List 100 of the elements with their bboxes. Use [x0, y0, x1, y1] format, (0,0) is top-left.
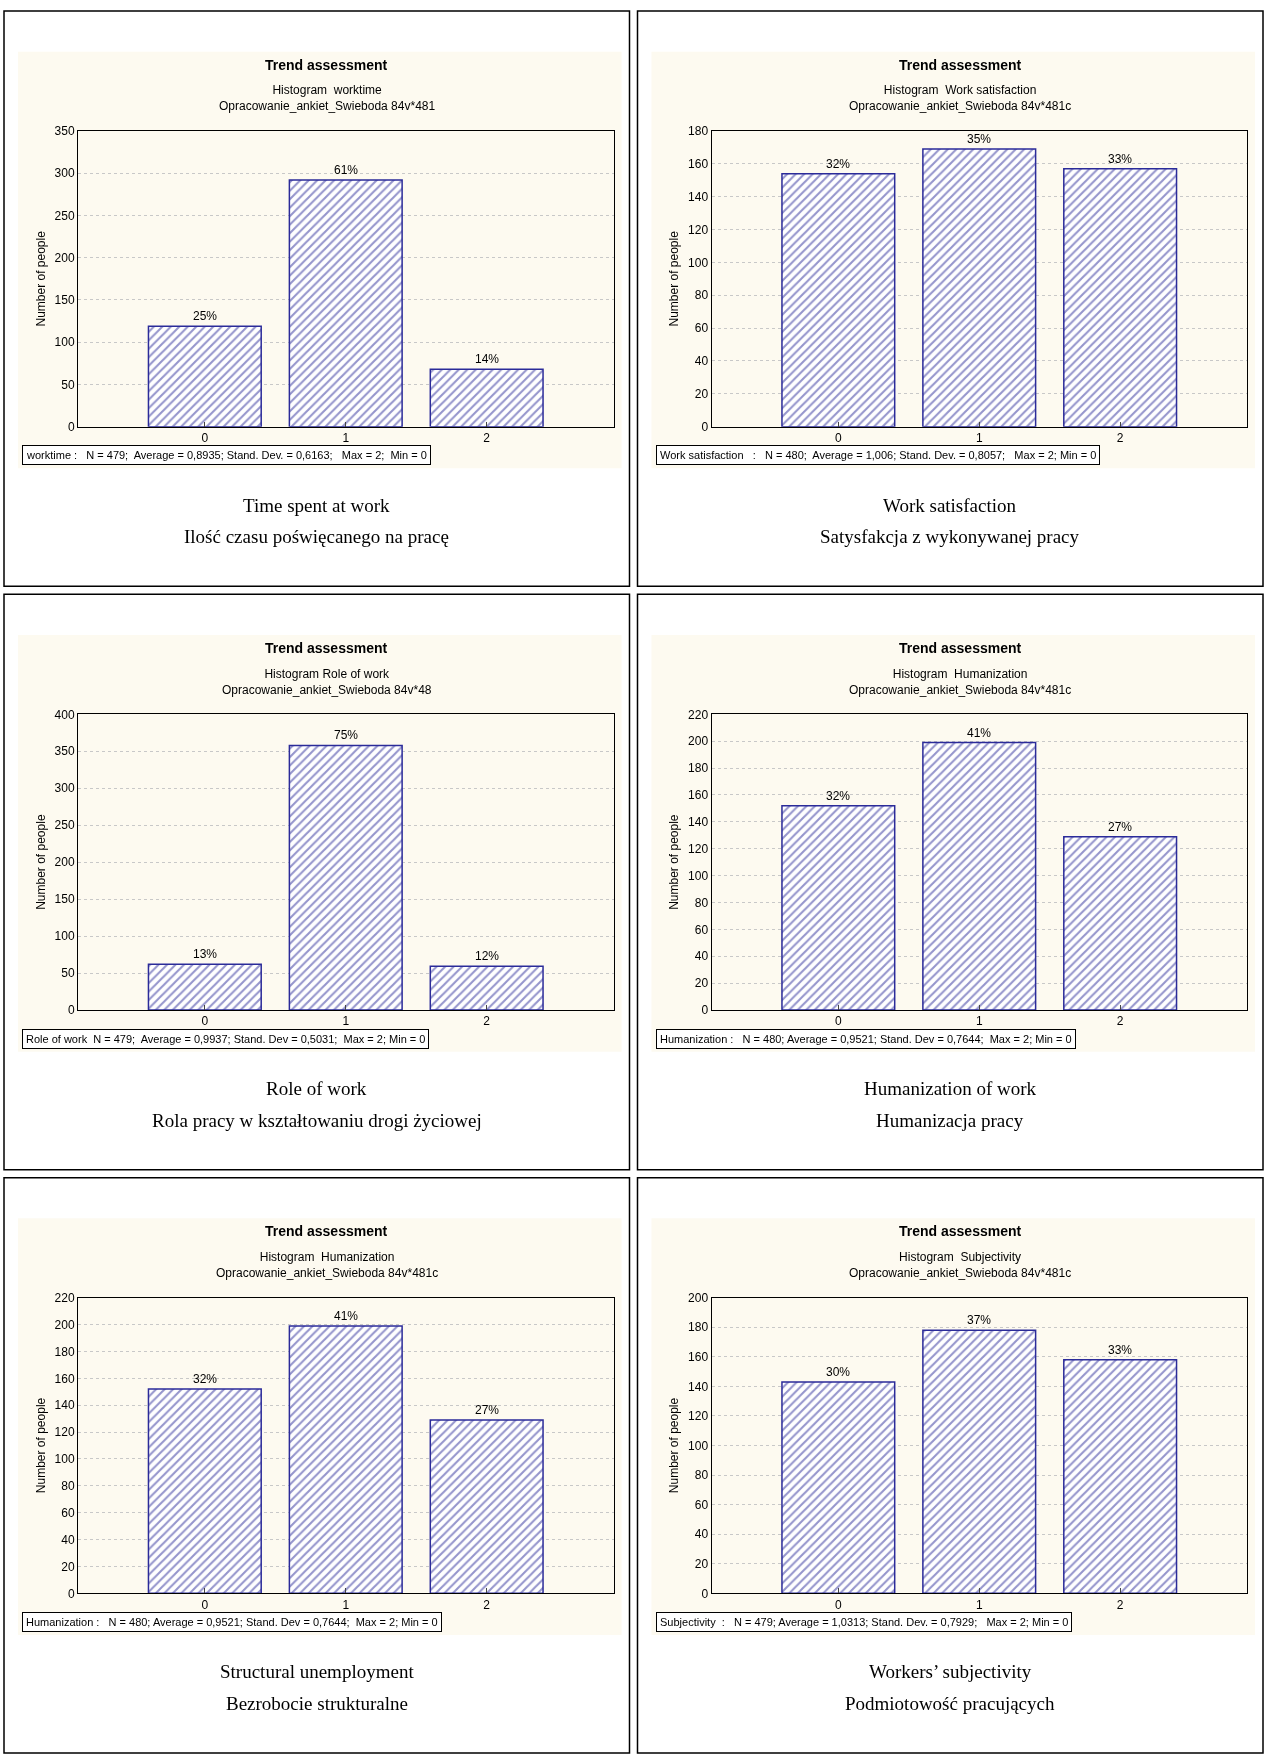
- y-tick-label: 200: [54, 1317, 75, 1332]
- text: Work satisfaction: [883, 495, 1017, 516]
- chart-subtitle: Histogram Role of work Opracowanie_ankiet_Swieboda 84v*48: [222, 667, 432, 697]
- y-axis-title: Number of people: [33, 230, 48, 327]
- y-tick-label: 0: [67, 419, 75, 434]
- annotation: 13%: [193, 947, 218, 961]
- x-tick-label: 1: [342, 1014, 350, 1029]
- y-axis-title: Number of people: [33, 1397, 48, 1494]
- y-tick-label: 40: [694, 949, 709, 964]
- y-tick-label: 20: [694, 387, 709, 401]
- y-tick-label: 120: [54, 1425, 75, 1440]
- annotation: 14%: [475, 352, 500, 366]
- y-tick-label: 100: [54, 335, 75, 350]
- y-tick-label: 300: [54, 166, 75, 181]
- text: Role of work: [266, 1078, 367, 1099]
- y-tick-label: 80: [694, 895, 709, 910]
- text: Satysfakcja z wykonywanej pracy: [820, 526, 1080, 547]
- annotation: 25%: [193, 309, 218, 323]
- bar: [288, 744, 403, 1010]
- y-tick-label: 40: [694, 354, 709, 369]
- x-tick-label: 1: [975, 431, 983, 446]
- y-tick-label: 80: [694, 288, 709, 303]
- x-tick-label: 1: [975, 1597, 983, 1612]
- y-tick-label: 250: [54, 818, 75, 833]
- y-tick-label: 0: [67, 1003, 75, 1018]
- chart-title: Trend assessment: [899, 1223, 1022, 1239]
- y-tick-label: 160: [54, 1371, 75, 1386]
- text: Humanization : N = 480; Average = 0,9521; Stand. Dev = 0,7644; Max = 2; Min = 0: [26, 1616, 438, 1628]
- chart-subtitle: Histogram worktime Opracowanie_ankiet_Swieboda 84v*481: [219, 83, 436, 113]
- annotation: 32%: [826, 789, 851, 803]
- x-tick-label: 0: [201, 431, 209, 446]
- y-tick-label: 150: [54, 892, 75, 907]
- bar: [1063, 168, 1178, 427]
- y-tick-label: 350: [54, 124, 75, 139]
- y-tick-label: 140: [688, 1379, 709, 1394]
- bar: [922, 1329, 1037, 1594]
- text: Humanizacja pracy: [876, 1110, 1024, 1131]
- y-tick-label: 50: [61, 966, 75, 981]
- y-tick-label: 180: [54, 1344, 75, 1359]
- annotation: 12%: [475, 949, 500, 963]
- y-axis-title: Number of people: [667, 1397, 682, 1494]
- y-tick-label: 0: [67, 1586, 75, 1601]
- x-tick-label: 1: [975, 1014, 983, 1029]
- text: Role of work N = 479; Average = 0,9937; Stand. Dev = 0,5031; Max = 2; Min = 0: [26, 1033, 426, 1045]
- y-tick-label: 180: [688, 1320, 709, 1335]
- y-tick-label: 120: [688, 1409, 709, 1424]
- y-tick-label: 200: [54, 855, 75, 870]
- annotation: 61%: [334, 163, 359, 177]
- y-tick-label: 160: [688, 157, 709, 172]
- text: Structural unemployment: [220, 1661, 415, 1682]
- y-tick-label: 0: [701, 1586, 709, 1601]
- y-tick-label: 180: [688, 761, 709, 776]
- bar: [781, 172, 896, 427]
- y-tick-label: 60: [694, 922, 709, 937]
- annotation: 41%: [967, 726, 992, 740]
- y-tick-label: 60: [694, 1497, 709, 1512]
- bar: [288, 1325, 403, 1594]
- y-tick-label: 160: [688, 1350, 709, 1364]
- y-tick-label: 300: [54, 781, 75, 796]
- y-tick-label: 20: [61, 1559, 75, 1574]
- text: Podmiotowość pracujących: [845, 1693, 1055, 1714]
- annotation: 27%: [1108, 820, 1133, 834]
- text: Workers’ subjectivity: [869, 1661, 1032, 1682]
- y-tick-label: 20: [694, 1556, 709, 1571]
- bar: [781, 804, 896, 1010]
- text: Subjectivity : N = 479; Average = 1,0313; Stand. Dev. = 0,7929; Max = 2; Min = 0: [660, 1616, 1069, 1628]
- y-tick-label: 220: [54, 1290, 75, 1305]
- annotation: 32%: [826, 157, 851, 171]
- chart-title: Trend assessment: [899, 640, 1022, 656]
- x-tick-label: 1: [342, 431, 350, 446]
- y-tick-label: 100: [688, 255, 709, 270]
- chart-title: Trend assessment: [265, 640, 388, 656]
- x-tick-label: 0: [834, 431, 842, 446]
- bar: [429, 368, 544, 427]
- y-tick-label: 0: [701, 1003, 709, 1018]
- y-tick-label: 100: [688, 868, 709, 883]
- bar: [429, 965, 544, 1010]
- y-tick-label: 350: [54, 744, 75, 759]
- x-tick-label: 2: [1116, 1014, 1124, 1029]
- y-tick-label: 40: [694, 1527, 709, 1542]
- chart-subtitle: Histogram Humanization Opracowanie_ankiet_Swieboda 84v*481c: [849, 667, 1072, 697]
- y-tick-label: 100: [688, 1438, 709, 1453]
- annotation: 75%: [334, 728, 359, 742]
- chart-title: Trend assessment: [899, 57, 1022, 73]
- y-tick-label: 40: [61, 1532, 75, 1547]
- x-tick-label: 2: [483, 431, 491, 446]
- y-tick-label: 180: [688, 124, 709, 139]
- annotation: 27%: [475, 1403, 500, 1417]
- y-tick-label: 50: [61, 377, 75, 392]
- y-axis-title: Number of people: [33, 814, 48, 910]
- y-tick-label: 60: [61, 1505, 75, 1520]
- y-tick-label: 250: [54, 208, 75, 223]
- annotation: 30%: [826, 1365, 851, 1379]
- text: Humanization : N = 480; Average = 0,9521; Stand. Dev = 0,7644; Max = 2; Min = 0: [660, 1033, 1072, 1045]
- annotation: 37%: [967, 1313, 992, 1327]
- chart-subtitle: Histogram Work satisfaction Opracowanie_ankiet_Swieboda 84v*481c: [849, 83, 1072, 113]
- x-tick-label: 0: [201, 1597, 209, 1612]
- chart-subtitle: Histogram Subjectivity Opracowanie_ankiet_Swieboda 84v*481c: [849, 1250, 1072, 1280]
- annotation: 33%: [1108, 152, 1133, 166]
- y-tick-label: 80: [694, 1468, 709, 1483]
